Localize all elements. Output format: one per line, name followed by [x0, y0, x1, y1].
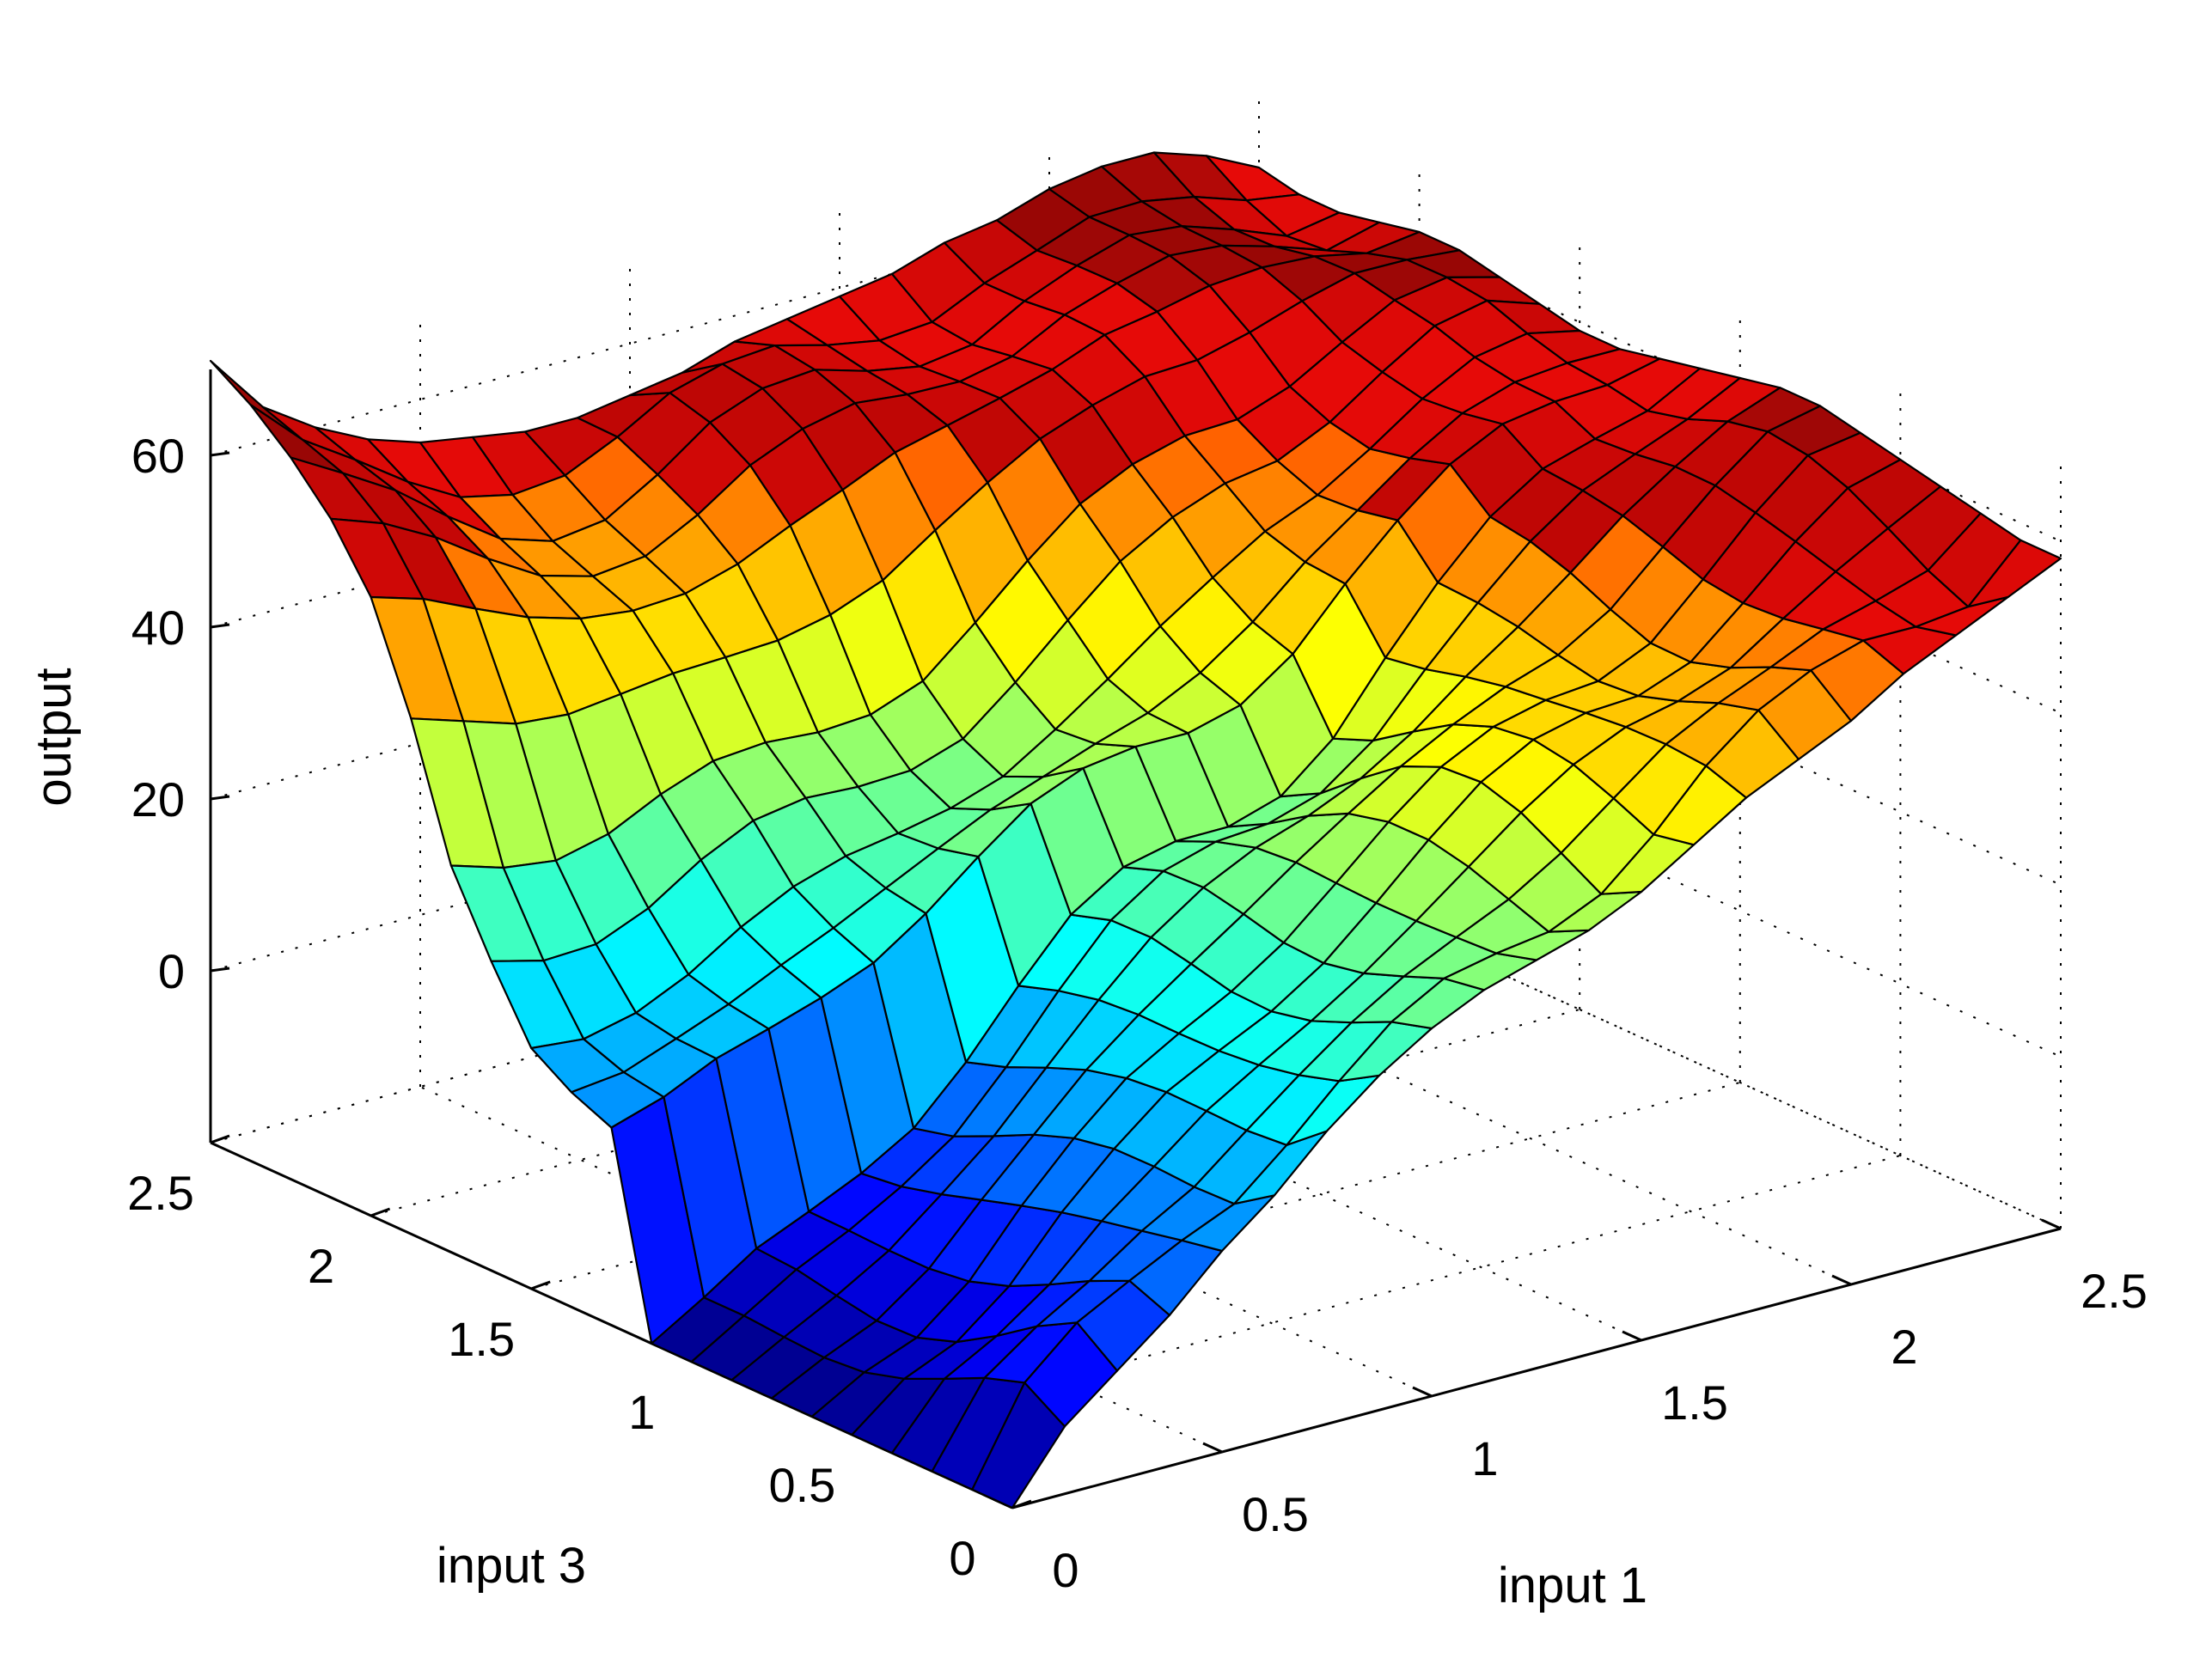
y-tick-label-2: 1	[628, 1385, 655, 1439]
y-tick-mark-4	[370, 1207, 391, 1217]
x-tick-label-4: 2	[1891, 1320, 1917, 1374]
tick-labels: 0 0.5 1 1.5 2 2.5 0 0.5 1 1.5 2 2.5 0 20 40 60	[127, 429, 2148, 1597]
x-tick-mark-2	[1412, 1386, 1433, 1398]
y-tick-mark-3	[530, 1280, 551, 1290]
surface-cell-19-0	[1967, 539, 2062, 608]
y-tick-label-0: 0	[949, 1531, 975, 1585]
x-tick-label-3: 1.5	[1661, 1375, 1728, 1430]
x-tick-mark-5	[2041, 1218, 2062, 1230]
x-tick-label-1: 0.5	[1242, 1487, 1309, 1541]
surface-mesh	[209, 151, 2062, 1509]
y-tick-label-1: 0.5	[768, 1458, 835, 1512]
grid-floor-y-1	[852, 1155, 1901, 1436]
x-tick-mark-4	[1831, 1274, 1852, 1286]
z-tick-label-2: 40	[131, 601, 185, 655]
y-tick-label-5: 2.5	[127, 1166, 194, 1220]
z-tick-mark-3	[210, 451, 230, 457]
x-axis-line	[1011, 1227, 2062, 1509]
grid-floor-x-5	[1258, 863, 2062, 1229]
grid-floor-x-4	[1048, 918, 1852, 1285]
y-tick-label-4: 2	[308, 1239, 334, 1293]
y-tick-mark-0	[1011, 1499, 1032, 1509]
z-tick-label-0: 0	[158, 944, 185, 998]
y-tick-mark-5	[210, 1134, 230, 1144]
z-tick-mark-2	[210, 623, 230, 629]
x-tick-mark-1	[1202, 1442, 1223, 1454]
y-tick-label-3: 1.5	[448, 1312, 515, 1366]
z-tick-mark-0	[210, 967, 230, 973]
z-tick-label-1: 20	[131, 772, 185, 826]
x-tick-label-5: 2.5	[2081, 1264, 2148, 1318]
x-axis-label: input 1	[1498, 1558, 1647, 1613]
z-tick-label-3: 60	[131, 429, 185, 483]
x-tick-label-2: 1	[1471, 1431, 1498, 1485]
z-tick-mark-1	[210, 795, 230, 801]
x-tick-mark-3	[1622, 1330, 1642, 1342]
z-axis-label: output	[26, 668, 82, 806]
x-tick-label-0: 0	[1052, 1543, 1079, 1597]
y-axis-label: input 3	[437, 1538, 586, 1594]
